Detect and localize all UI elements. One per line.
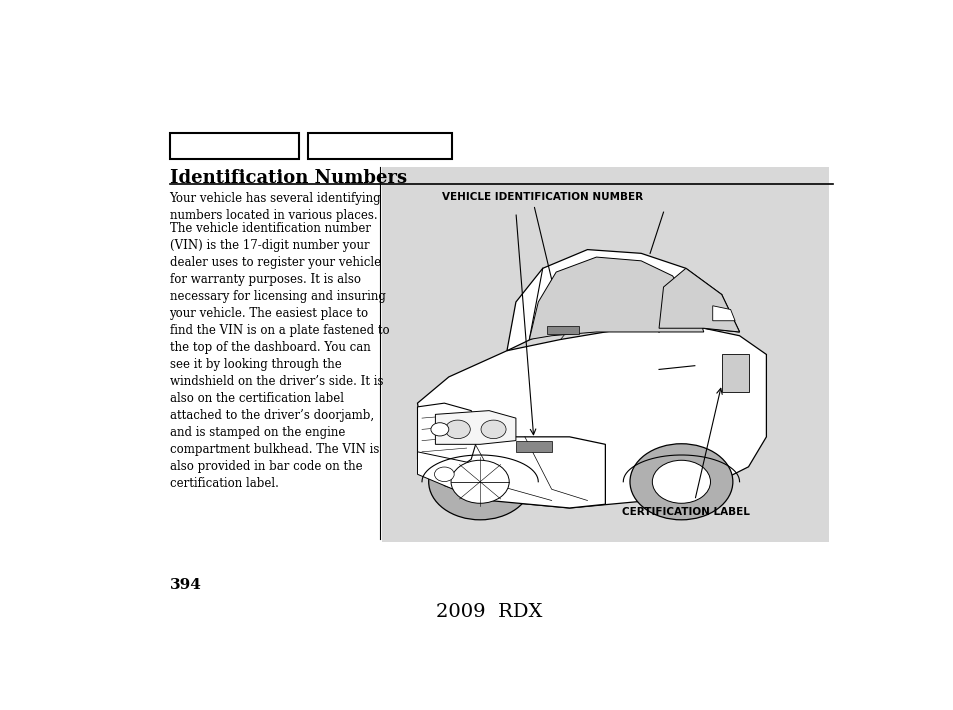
Text: Identification Numbers: Identification Numbers <box>170 169 406 187</box>
Polygon shape <box>712 306 735 321</box>
Text: VEHICLE IDENTIFICATION NUMBER: VEHICLE IDENTIFICATION NUMBER <box>442 192 642 202</box>
Circle shape <box>451 460 509 503</box>
Circle shape <box>652 460 710 503</box>
Text: Your vehicle has several identifying
numbers located in various places.: Your vehicle has several identifying num… <box>170 192 381 222</box>
Circle shape <box>434 467 454 481</box>
Polygon shape <box>547 327 578 334</box>
Polygon shape <box>417 328 765 508</box>
Bar <box>308 133 452 159</box>
Circle shape <box>629 444 732 520</box>
Circle shape <box>431 422 448 436</box>
Polygon shape <box>529 257 703 339</box>
Polygon shape <box>435 410 516 444</box>
Polygon shape <box>417 403 479 478</box>
Polygon shape <box>426 422 605 508</box>
Text: 2009  RDX: 2009 RDX <box>436 604 541 621</box>
Polygon shape <box>417 452 489 489</box>
Bar <box>170 133 298 159</box>
Polygon shape <box>506 250 739 351</box>
Polygon shape <box>720 354 748 392</box>
Polygon shape <box>516 441 551 452</box>
Circle shape <box>480 420 505 439</box>
Bar <box>381 168 828 542</box>
Polygon shape <box>659 268 739 332</box>
Circle shape <box>445 420 470 439</box>
Text: 394: 394 <box>170 579 201 592</box>
Text: The vehicle identification number
(VIN) is the 17-digit number your
dealer uses : The vehicle identification number (VIN) … <box>170 222 389 490</box>
Circle shape <box>428 444 531 520</box>
Text: CERTIFICATION LABEL: CERTIFICATION LABEL <box>621 507 749 517</box>
